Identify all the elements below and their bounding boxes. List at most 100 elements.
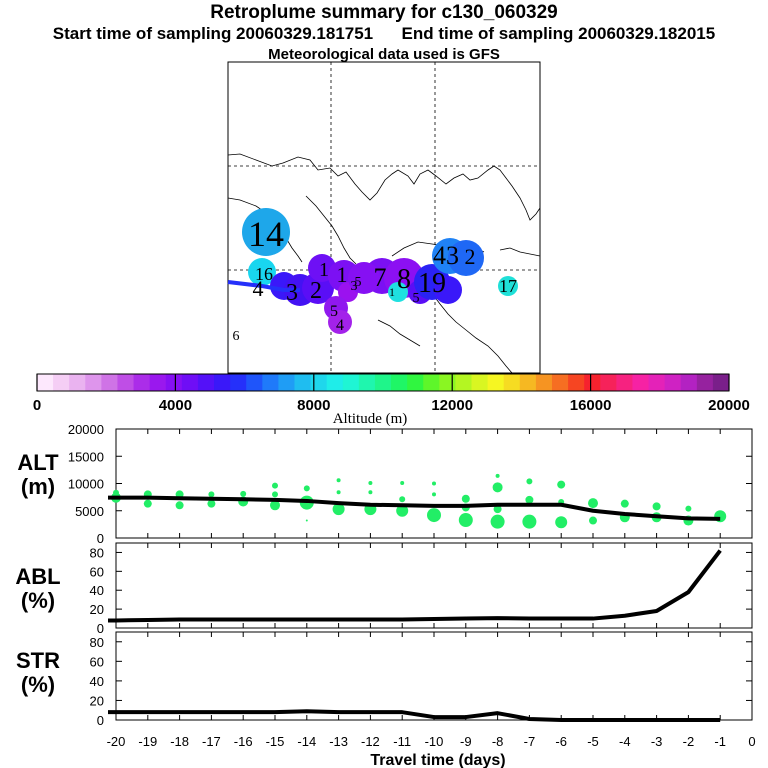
gulf-coast (305, 195, 357, 265)
scatter-point (461, 494, 470, 503)
panel-unit-label: (m) (21, 474, 55, 499)
scatter-point (368, 490, 373, 495)
panel-frame (115, 542, 753, 629)
island-coast (499, 247, 541, 257)
scatter-point (143, 499, 152, 508)
plume-blob (434, 276, 462, 304)
colorbar-swatch (278, 374, 295, 391)
colorbar-swatch (181, 374, 199, 391)
plume-label-text: 3 (286, 280, 298, 306)
start-time-label: Start time of sampling 20060329.181751 (52, 24, 374, 43)
colorbar-tick-label: 12000 (431, 397, 473, 414)
scatter-point (368, 480, 373, 485)
plume-label-text: 4 (253, 276, 264, 301)
colorbar-swatch (310, 374, 328, 391)
scatter-point (555, 516, 568, 529)
scatter-point (303, 485, 310, 492)
colorbar-swatch (455, 374, 473, 391)
colorbar-tick-label: 16000 (570, 397, 612, 414)
scatter-point (588, 498, 598, 509)
scatter-point (525, 495, 534, 504)
colorbar-axis-label: Altitude (m) (333, 411, 408, 427)
y-tick-label: 20 (90, 693, 104, 708)
scatter-point (270, 500, 280, 511)
x-tick-label: -16 (234, 734, 253, 749)
plume-label-text: 16 (255, 264, 273, 284)
colorbar-swatch (391, 374, 408, 391)
colorbar-swatch (230, 374, 247, 391)
scatter-point (400, 480, 405, 485)
colorbar-swatch (584, 374, 601, 391)
plume-label-text: 8 (397, 264, 411, 295)
plume-label: 6 (233, 329, 240, 344)
colorbar-swatch (503, 374, 521, 391)
plume-label-text: 7 (374, 263, 387, 292)
scatter-point (240, 490, 247, 497)
series-line (108, 549, 722, 623)
scatter-point (336, 478, 341, 483)
y-tick-label: 0 (97, 713, 104, 728)
scatter-point (557, 480, 566, 489)
plume-label: 14 (248, 214, 284, 254)
scatter-point (175, 501, 184, 510)
scatter-point (336, 490, 341, 495)
scatter-point (685, 505, 692, 512)
colorbar-swatch (37, 374, 54, 391)
y-tick-label: 10000 (68, 477, 104, 492)
panel-title: ABL (15, 564, 60, 589)
plume-label: 8 (397, 264, 411, 295)
plume-label: 3 (351, 279, 358, 294)
x-tick-label: -10 (425, 734, 444, 749)
scatter-point (332, 503, 345, 516)
series-line (108, 709, 721, 722)
panel-unit-label: (%) (21, 588, 55, 613)
plume-blobs (227, 208, 518, 334)
x-tick-label: -11 (393, 734, 411, 749)
south-america-coast (433, 295, 513, 374)
north-coast (227, 153, 541, 221)
colorbar-tick-label: 20000 (708, 397, 750, 414)
y-tick-label: 0 (97, 531, 104, 546)
x-tick-label: -9 (460, 734, 472, 749)
x-tick-label: -1 (714, 734, 726, 749)
plume-label-text: 1 (337, 262, 348, 287)
chart-title: Retroplume summary for c130_060329 (210, 2, 558, 23)
scatter-point (526, 478, 533, 485)
colorbar-swatch (680, 374, 698, 391)
colorbar-swatch (519, 374, 537, 391)
plume-label-text: 17 (499, 276, 517, 296)
sampling-times: Start time of sampling 20060329.181751 E… (0, 24, 768, 44)
colorbar-swatch (471, 374, 489, 391)
scatter-point (458, 513, 473, 528)
colorbar-swatch (696, 374, 714, 391)
colorbar-swatch (165, 374, 183, 391)
y-tick-label: 40 (90, 674, 104, 689)
scatter-point (399, 496, 406, 503)
x-tick-label: -12 (361, 734, 380, 749)
series-line (108, 495, 721, 521)
scatter-point (652, 502, 661, 511)
colorbar-swatch (133, 374, 151, 391)
x-tick-label: -2 (683, 734, 695, 749)
scatter-point (495, 473, 500, 478)
colorbar-swatch (616, 374, 633, 391)
plume-label: 43 (433, 241, 459, 270)
plume-label: 5 (330, 303, 338, 320)
y-tick-label: 5000 (75, 504, 104, 519)
plume-label: 1 (319, 259, 329, 281)
plume-label-text: 3 (351, 279, 358, 294)
plume-label: 3 (286, 280, 298, 306)
plume-label-text: 5 (413, 291, 420, 306)
panel-abl: 0 20 40 60 80 ABL(%) (15, 542, 753, 636)
scatter-point (427, 508, 441, 523)
x-tick-label: -6 (555, 734, 567, 749)
plume-label: 7 (374, 263, 387, 292)
plume-label: 2 (310, 278, 322, 304)
plume-blob (328, 310, 352, 334)
time-series-panels: 05000100001500020000ALT(m)020406080ABL(%… (15, 422, 755, 768)
plume-blob (242, 208, 290, 256)
scatter-point (620, 499, 629, 508)
scatter-point (396, 504, 409, 517)
